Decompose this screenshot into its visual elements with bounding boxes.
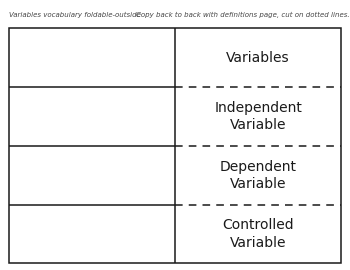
Text: Variables vocabulary foldable-outside: Variables vocabulary foldable-outside <box>9 11 141 18</box>
Bar <box>9 28 341 263</box>
Text: Copy back to back with definitions page, cut on dotted lines.: Copy back to back with definitions page,… <box>136 11 350 18</box>
Text: Controlled
Variable: Controlled Variable <box>222 218 294 249</box>
Text: Independent
Variable: Independent Variable <box>214 101 302 132</box>
Text: Dependent
Variable: Dependent Variable <box>220 160 297 191</box>
Text: Variables: Variables <box>226 51 290 65</box>
